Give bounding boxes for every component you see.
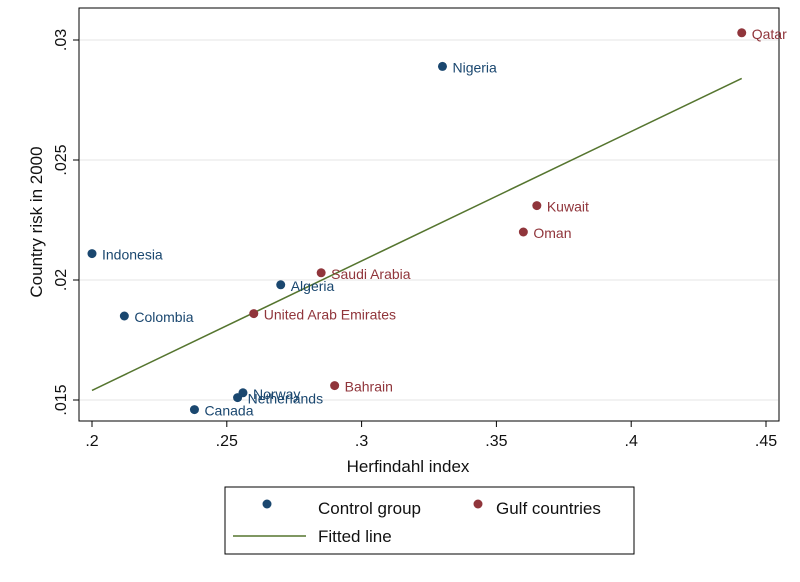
data-point [519,228,528,237]
y-tick-label: .015 [53,384,70,415]
y-tick-label: .02 [53,269,70,291]
legend-label-fitted: Fitted line [318,527,392,546]
data-point [120,312,129,321]
point-label: Qatar [752,26,787,42]
data-point [737,28,746,37]
legend-box [225,487,634,554]
legend-label-gulf: Gulf countries [496,499,601,518]
data-point [190,405,199,414]
data-point [88,249,97,258]
point-label: Oman [533,225,571,241]
data-point [438,62,447,71]
point-label: Colombia [134,309,193,325]
data-point [276,280,285,289]
data-point [330,381,339,390]
legend-marker-gulf [474,500,483,509]
data-point [317,268,326,277]
data-point [233,393,242,402]
data-point [532,201,541,210]
point-label: Nigeria [452,59,497,75]
x-tick-label: .45 [755,433,777,450]
x-tick-label: .25 [216,433,238,450]
legend-marker-control [263,500,272,509]
point-label: Algeria [291,278,335,294]
point-label: Bahrain [345,379,393,395]
x-axis-title: Herfindahl index [347,457,470,476]
x-tick-label: .35 [485,433,507,450]
plot-area [79,8,779,421]
point-label: Canada [204,403,253,419]
x-tick-label: .4 [625,433,638,450]
point-label: Indonesia [102,247,163,263]
point-label: Kuwait [547,199,589,215]
legend: Control group Gulf countries Fitted line [225,487,634,554]
data-point [249,309,258,318]
point-label: Saudi Arabia [331,266,411,282]
x-tick-label: .2 [85,433,98,450]
y-axis-ticks: .015 .02 .025 .03 [53,29,79,416]
y-axis-title: Country risk in 2000 [27,146,46,297]
legend-label-control: Control group [318,499,421,518]
x-axis-ticks: .2 .25 .3 .35 .4 .45 [85,421,777,450]
point-label: United Arab Emirates [264,307,396,323]
point-label: Netherlands [248,391,323,407]
y-tick-label: .025 [53,144,70,175]
x-tick-label: .3 [355,433,368,450]
y-tick-label: .03 [53,29,70,51]
